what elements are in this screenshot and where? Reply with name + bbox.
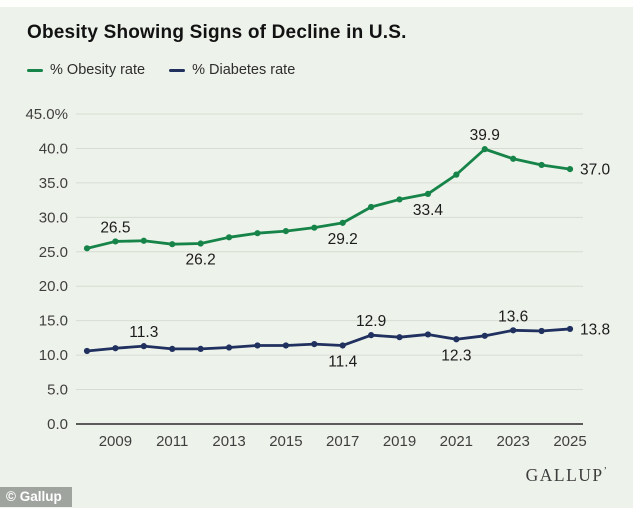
obesity-data-point	[83, 245, 91, 252]
obesity-data-point	[396, 196, 403, 203]
x-axis-tick-label: 2009	[99, 433, 132, 450]
diabetes-value-label: 13.8	[580, 321, 610, 338]
obesity-value-label: 37.0	[580, 162, 611, 179]
legend-item-diabetes: % Diabetes rate	[169, 62, 295, 78]
diabetes-data-point	[282, 342, 289, 349]
obesity-data-point	[112, 238, 119, 245]
diabetes-data-point	[368, 332, 375, 339]
x-axis-tick-label: 2011	[156, 433, 188, 450]
obesity-data-point	[368, 203, 375, 211]
diabetes-data-point	[140, 343, 147, 350]
y-axis-tick-label: 25.0	[39, 244, 68, 261]
gallup-wordmark: GALLUP’	[526, 465, 607, 486]
x-axis-tick-label: 2013	[212, 433, 245, 450]
obesity-data-point	[225, 234, 233, 241]
chart-legend: % Obesity rate % Diabetes rate	[27, 62, 295, 78]
gallup-trademark-tick: ’	[603, 466, 607, 477]
diabetes-data-point	[566, 325, 574, 333]
gallup-wordmark-text: GALLUP	[525, 465, 604, 485]
diabetes-data-point	[311, 340, 318, 348]
diabetes-data-point	[225, 344, 233, 351]
x-axis-tick-label: 2019	[383, 433, 416, 450]
chart-title: Obesity Showing Signs of Decline in U.S.	[27, 22, 407, 43]
obesity-line-swatch	[27, 68, 43, 72]
diabetes-data-point	[538, 327, 545, 335]
x-axis-tick-label: 2025	[553, 433, 586, 450]
diabetes-data-point	[396, 334, 403, 341]
y-axis-tick-label: 20.0	[39, 278, 68, 295]
diabetes-value-label: 12.9	[356, 313, 386, 330]
diabetes-line-swatch	[169, 68, 186, 72]
obesity-data-point	[453, 171, 460, 178]
diabetes-value-label: 11.3	[129, 324, 158, 341]
diabetes-line	[85, 327, 572, 353]
obesity-value-label: 29.2	[328, 231, 358, 248]
y-axis-tick-label: 5.0	[47, 382, 68, 399]
obesity-value-label: 39.9	[470, 127, 500, 144]
diabetes-value-label: 11.4	[328, 353, 357, 370]
diabetes-data-point	[424, 331, 432, 338]
obesity-line	[85, 147, 572, 250]
legend-label-obesity: % Obesity rate	[50, 62, 146, 78]
diabetes-value-label: 12.3	[441, 347, 471, 364]
legend-item-obesity: % Obesity rate	[27, 62, 145, 78]
obesity-data-point	[339, 219, 346, 226]
copyright-gallup-badge: © Gallup	[0, 487, 72, 507]
diabetes-data-point	[453, 336, 460, 343]
obesity-data-point	[197, 240, 204, 247]
x-axis-tick-label: 2015	[269, 433, 302, 450]
diabetes-data-point	[481, 332, 488, 339]
obesity-data-point	[169, 241, 176, 248]
obesity-data-point	[538, 161, 545, 169]
diabetes-data-point	[510, 327, 517, 334]
y-axis-tick-label: 30.0	[39, 209, 68, 226]
obesity-data-point	[140, 237, 147, 244]
legend-label-diabetes: % Diabetes rate	[192, 62, 296, 78]
y-axis-tick-label: 40.0	[39, 140, 68, 157]
diabetes-data-point	[254, 342, 261, 349]
obesity-value-label: 26.2	[186, 252, 216, 269]
x-axis-tick-label: 2017	[326, 433, 359, 450]
obesity-data-point	[282, 228, 289, 235]
obesity-data-point	[311, 224, 318, 231]
obesity-value-label: 33.4	[413, 202, 444, 219]
y-axis-tick-label: 35.0	[39, 175, 68, 192]
obesity-data-point	[424, 190, 432, 198]
x-axis-tick-label: 2023	[496, 433, 529, 450]
y-axis-tick-label: 45.0%	[25, 106, 68, 123]
diabetes-value-label: 13.6	[498, 308, 528, 325]
obesity-data-point	[510, 155, 517, 162]
diabetes-data-point	[83, 347, 91, 355]
diabetes-data-point	[112, 345, 119, 352]
diabetes-data-point	[197, 345, 204, 353]
obesity-value-label: 26.5	[100, 219, 130, 236]
y-axis-tick-label: 0.0	[47, 416, 68, 433]
x-axis-tick-label: 2021	[440, 433, 473, 450]
diabetes-data-point	[169, 345, 176, 353]
diabetes-data-point	[339, 342, 346, 349]
obesity-data-point	[481, 146, 488, 153]
obesity-data-point	[566, 166, 574, 173]
top-strip	[0, 0, 633, 7]
y-axis-tick-label: 10.0	[39, 347, 68, 364]
obesity-data-point	[254, 230, 261, 237]
y-axis-tick-label: 15.0	[39, 313, 68, 330]
